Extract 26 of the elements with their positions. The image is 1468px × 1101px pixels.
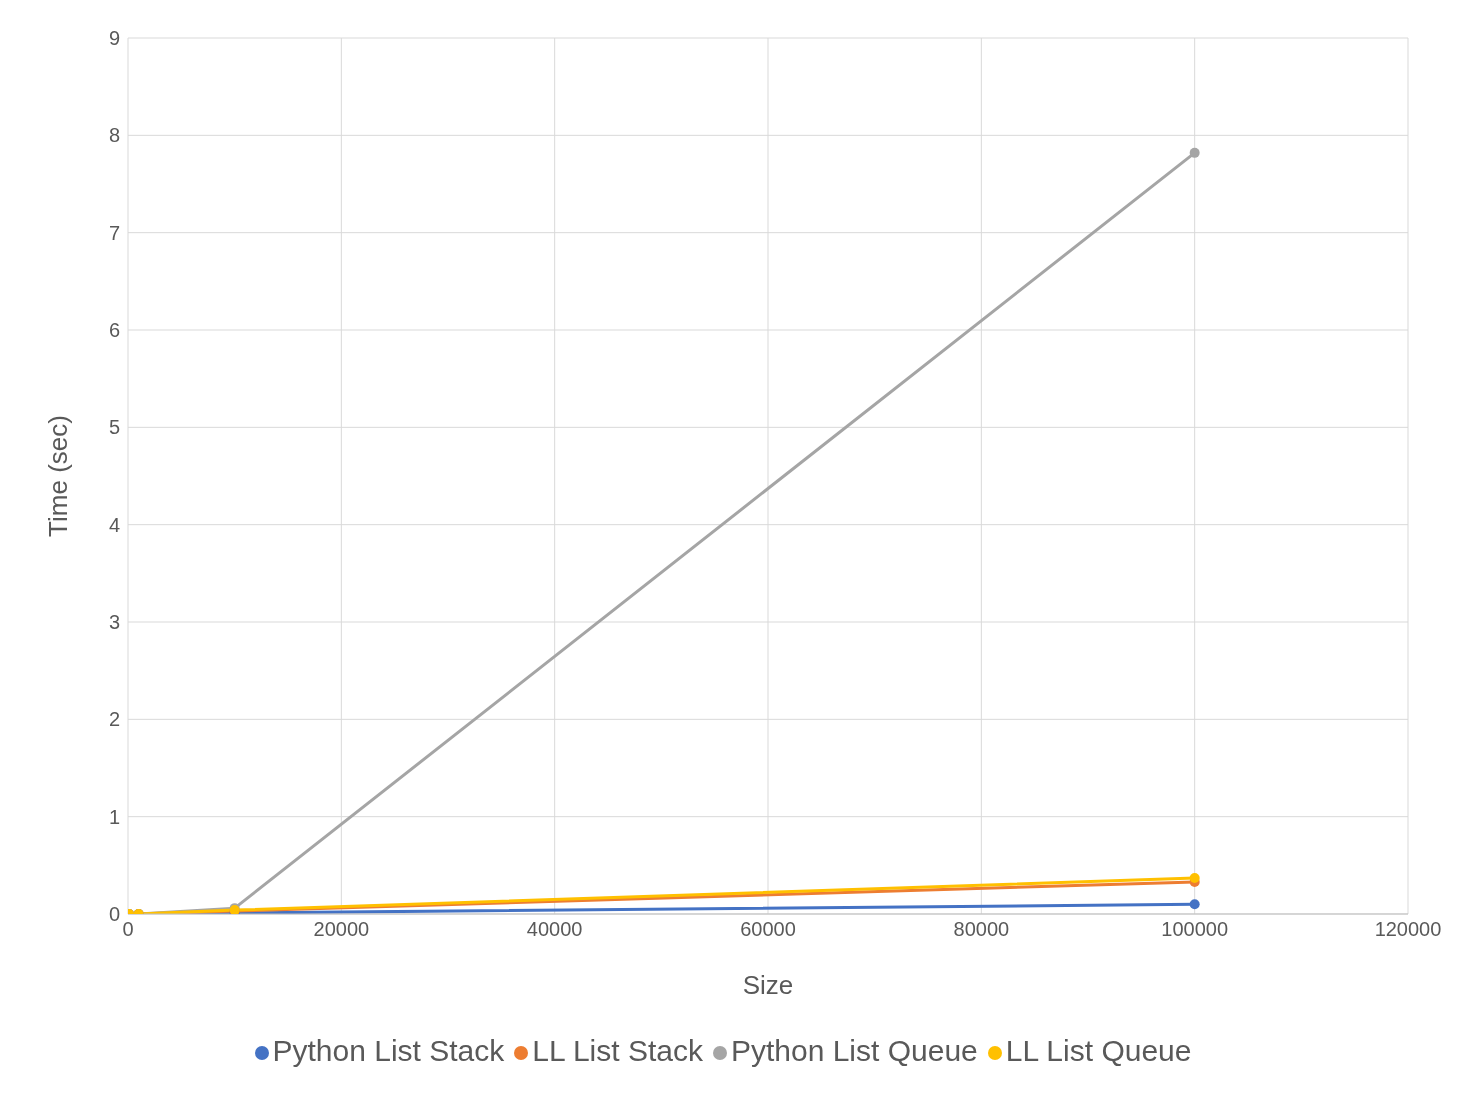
point (1189, 147, 1200, 158)
point (1189, 872, 1200, 883)
x-tick-label: 80000 (953, 918, 1010, 941)
y-tick-label: 4 (108, 513, 120, 536)
y-tick-label: 1 (108, 805, 120, 828)
y-tick-label: 2 (108, 708, 120, 731)
legend-label: LL List Queue (1005, 1034, 1192, 1067)
x-axis-title: Size (742, 970, 794, 1000)
point (1189, 899, 1200, 910)
y-tick-label: 8 (108, 124, 120, 147)
legend-label: LL List Stack (532, 1034, 703, 1067)
x-tick-label: 40000 (526, 918, 583, 941)
y-tick-label: 5 (108, 416, 120, 439)
legend-label: Python List Queue (730, 1034, 978, 1067)
y-tick-label: 0 (108, 903, 120, 926)
x-tick-label: 20000 (313, 918, 370, 941)
x-tick-label: 120000 (1374, 918, 1442, 941)
y-tick-label: 6 (108, 319, 120, 342)
x-tick-label: 100000 (1161, 918, 1229, 941)
y-tick-label: 7 (108, 221, 120, 244)
x-tick-label: 60000 (740, 918, 796, 941)
legend-label: Python List Stack (272, 1034, 505, 1067)
y-axis-title: Time (sec) (43, 415, 74, 537)
y-tick-label: 3 (108, 611, 120, 634)
y-tick-label: 9 (108, 27, 120, 50)
x-tick-label: 0 (122, 918, 134, 941)
